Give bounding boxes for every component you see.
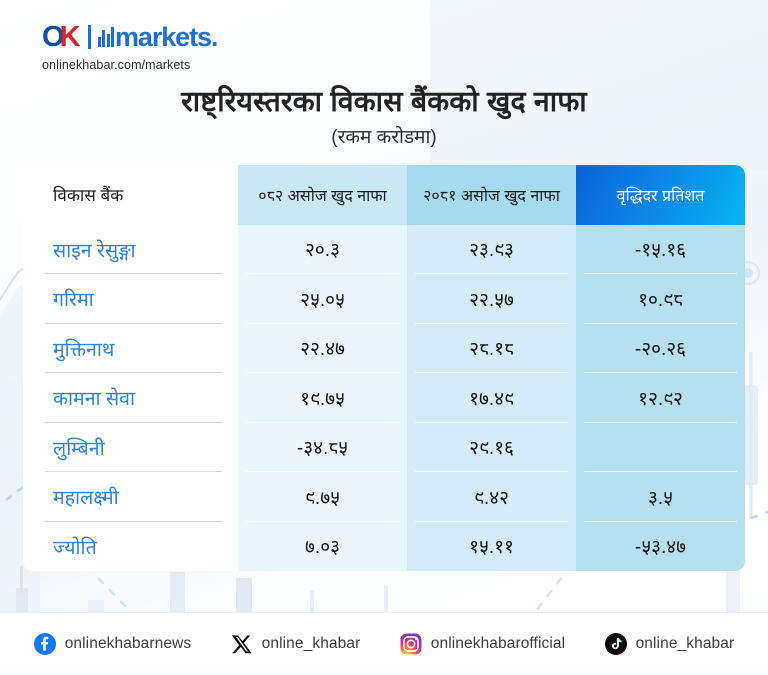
cell-growth-rate: -५३.४७ (576, 521, 745, 572)
table-header: विकास बैंक ०८२ असोज खुद नाफा २०८१ असोज ख… (23, 164, 745, 225)
column-header-growth-rate: वृद्धिदर प्रतिशत (576, 164, 745, 225)
page-title: राष्ट्रियस्तरका विकास बैंकको खुद नाफा (181, 86, 587, 118)
cell-profit-2082: २५.०५ (238, 274, 407, 324)
column-header-bank: विकास बैंक (23, 164, 238, 225)
social-handle: online_khabar (261, 635, 361, 652)
table-row: मुक्तिनाथ २२.४७ २८.१८ -२०.२६ (23, 323, 745, 374)
social-link-x[interactable]: online_khabar (231, 633, 361, 655)
cell-bank-name: गरिमा (23, 274, 238, 324)
social-link-facebook[interactable]: onlinekhabarnews (33, 633, 192, 655)
cell-growth-rate: -२०.२६ (576, 323, 745, 374)
cell-profit-2082: २२.४७ (238, 323, 407, 374)
brand-url: onlinekhabar.com/markets (42, 58, 191, 72)
logo-wordmark: markets. (115, 21, 218, 52)
social-handle: online_khabar (635, 635, 735, 652)
cell-profit-2081: २३.९३ (407, 224, 576, 275)
cell-bank-name: कामना सेवा (23, 373, 238, 423)
cell-profit-2082: २०.३ (238, 224, 407, 275)
table-row: महालक्ष्मी ९.७५ ९.४२ ३.५ (23, 472, 745, 522)
cell-profit-2081: १७.४९ (407, 373, 576, 423)
cell-growth-rate (576, 422, 745, 473)
table-header-row: विकास बैंक ०८२ असोज खुद नाफा २०८१ असोज ख… (23, 164, 745, 225)
cell-bank-name: साइन रेसुङ्गा (23, 224, 238, 275)
logo-divider (87, 25, 91, 49)
data-table-container: विकास बैंक ०८२ असोज खुद नाफा २०८१ असोज ख… (23, 164, 745, 572)
cell-bank-name: ज्योति (23, 521, 238, 572)
instagram-icon (400, 633, 422, 655)
cell-bank-name: लुम्बिनी (23, 422, 238, 473)
table-row: ज्योति ७.०३ १५.११ -५३.४७ (23, 521, 745, 572)
facebook-icon (33, 633, 56, 655)
bar-chart-icon (97, 27, 115, 47)
social-handle: onlinekhabarofficial (430, 635, 566, 652)
cell-profit-2082: -३४.८५ (238, 422, 407, 473)
table-row: गरिमा २५.०५ २२.५७ १०.९८ (23, 274, 745, 324)
page-subtitle: (रकम करोडमा) (331, 126, 437, 148)
social-link-instagram[interactable]: onlinekhabarofficial (400, 633, 565, 655)
profit-table: विकास बैंक ०८२ असोज खुद नाफा २०८१ असोज ख… (23, 164, 745, 572)
cell-profit-2081: ९.४२ (407, 472, 576, 522)
cell-growth-rate: १०.९८ (576, 274, 745, 324)
tiktok-icon (604, 633, 627, 655)
cell-profit-2081: २२.५७ (407, 274, 576, 324)
column-header-profit-2082: ०८२ असोज खुद नाफा (238, 164, 407, 225)
cell-profit-2082: १९.७५ (238, 373, 407, 423)
title-block: राष्ट्रियस्तरका विकास बैंकको खुद नाफा (र… (0, 86, 768, 149)
logo-letter-o: O (42, 20, 65, 53)
social-handle: onlinekhabarnews (64, 635, 192, 652)
table-row: कामना सेवा १९.७५ १७.४९ १२.९२ (23, 373, 745, 423)
social-link-tiktok[interactable]: online_khabar (604, 633, 735, 655)
cell-growth-rate: १२.९२ (576, 373, 745, 423)
cell-bank-name: मुक्तिनाथ (23, 323, 238, 374)
column-header-profit-2081: २०८१ असोज खुद नाफा (407, 164, 576, 225)
logo-letter-k: K (59, 20, 81, 53)
cell-profit-2081: २९.१६ (407, 422, 576, 473)
cell-profit-2081: २८.१८ (407, 323, 576, 374)
cell-profit-2082: ७.०३ (238, 521, 407, 572)
table-body: साइन रेसुङ्गा २०.३ २३.९३ -१५.१६ गरिमा २५… (23, 224, 745, 572)
cell-profit-2081: १५.११ (407, 521, 576, 572)
cell-profit-2082: ९.७५ (238, 472, 407, 522)
footer-bottom-strip (0, 666, 768, 675)
table-row: लुम्बिनी -३४.८५ २९.१६ (23, 422, 745, 473)
x-twitter-icon (231, 635, 252, 654)
table-row: साइन रेसुङ्गा २०.३ २३.९३ -१५.१६ (23, 224, 745, 275)
cell-growth-rate: -१५.१६ (576, 224, 745, 275)
cell-bank-name: महालक्ष्मी (23, 472, 238, 522)
cell-growth-rate: ३.५ (576, 472, 745, 522)
